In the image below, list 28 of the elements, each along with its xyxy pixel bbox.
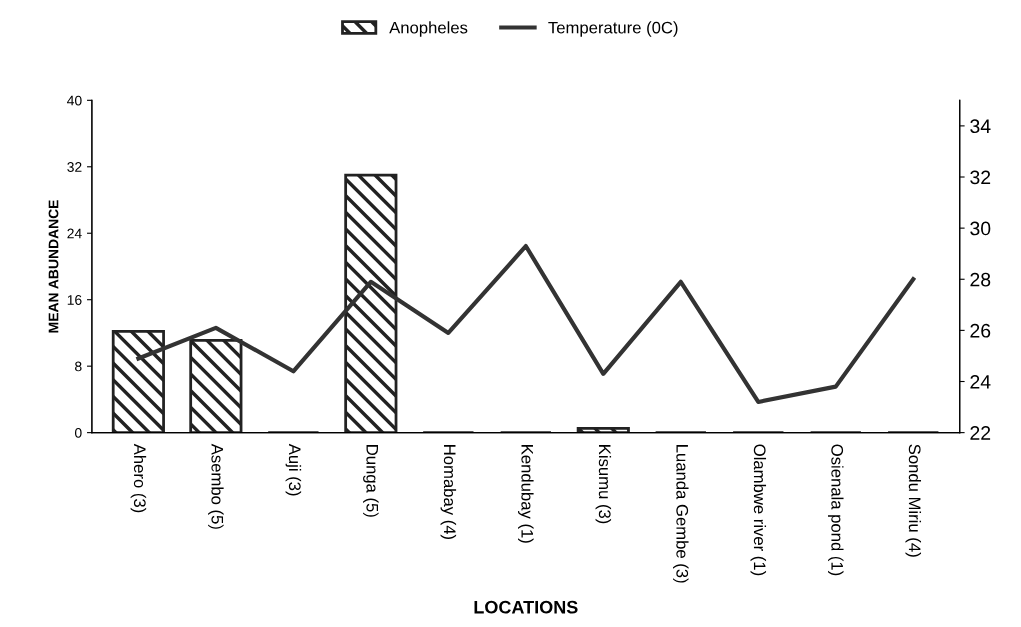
x-tick-label: Olambwe river (1) bbox=[750, 444, 767, 576]
x-tick-label: Luanda Gembe (3) bbox=[673, 445, 689, 583]
y-tick-label: 16 bbox=[67, 295, 82, 305]
x-tick-label: Auji (3) bbox=[285, 443, 302, 496]
x-tick-label: Homabay (4) bbox=[440, 445, 457, 540]
x-tick-label: Asembo (5) bbox=[208, 443, 224, 529]
y-tick-label: 8 bbox=[75, 361, 82, 372]
x-tick-label: Kendubay (1) bbox=[518, 445, 534, 543]
x-tick-label: Ahero (3) bbox=[130, 443, 147, 513]
y2-tick-label: 32 bbox=[970, 170, 991, 185]
y2-tick-label: 22 bbox=[970, 426, 991, 440]
legend-label: Anopheles bbox=[389, 21, 468, 37]
x-tick-label: Sondu Miriu (4) bbox=[905, 444, 922, 557]
x-tick-label: Dunga (5) bbox=[363, 445, 379, 517]
x-tick-label: Kisumu (3) bbox=[595, 445, 612, 524]
y-axis-title: MEAN ABUNDANCE bbox=[48, 200, 59, 333]
y-tick-label: 32 bbox=[67, 162, 82, 172]
y-tick-label: 0 bbox=[74, 427, 82, 438]
y2-tick-label: 24 bbox=[970, 374, 991, 389]
y2-tick-label: 26 bbox=[970, 323, 991, 338]
y-tick-label: 24 bbox=[67, 228, 82, 239]
x-axis-title: LOCATIONS bbox=[474, 600, 578, 614]
x-tick-label: Osienala pond (1) bbox=[827, 444, 844, 576]
y2-tick-label: 34 bbox=[970, 119, 991, 134]
y-tick-label: 40 bbox=[67, 95, 82, 106]
legend-label: Temperature (0C) bbox=[548, 21, 678, 37]
y2-tick-label: 28 bbox=[970, 272, 991, 287]
y2-tick-label: 30 bbox=[970, 221, 991, 236]
